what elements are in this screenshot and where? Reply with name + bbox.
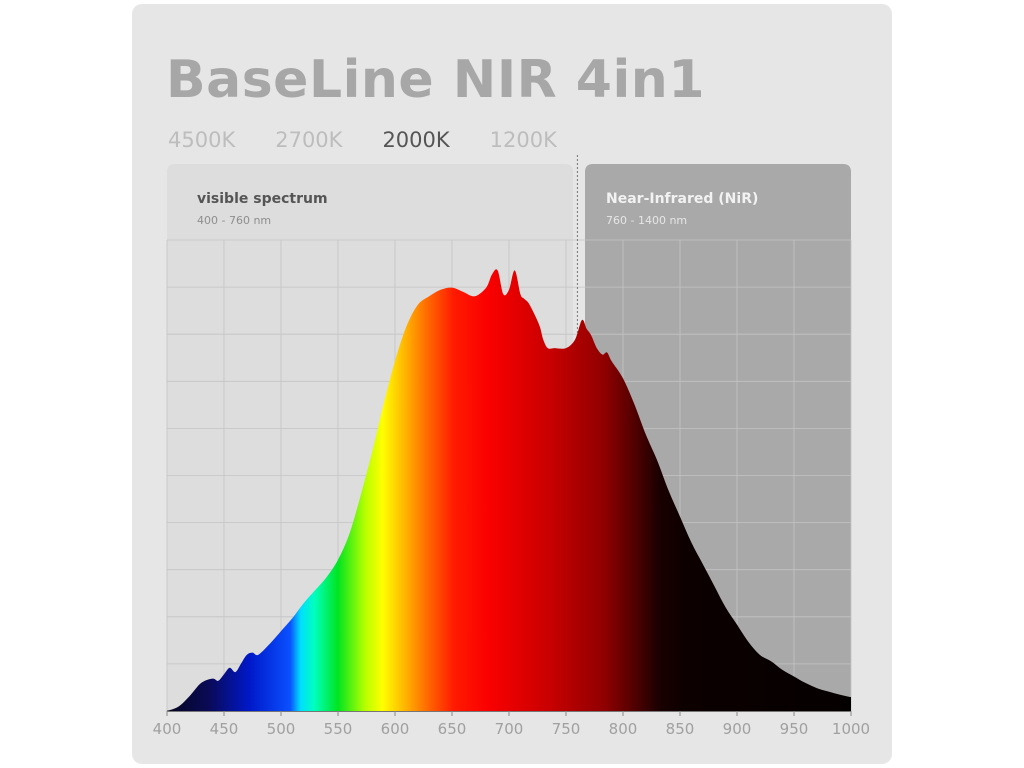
x-tick-label: 450	[210, 720, 239, 738]
temp-option-2700k[interactable]: 2700K	[275, 128, 343, 152]
visible-band-title: visible spectrum	[197, 191, 328, 207]
x-tick-label: 1000	[832, 720, 870, 738]
color-temperature-selector: 4500K 2700K 2000K 1200K	[168, 128, 597, 152]
x-tick-label: 400	[153, 720, 182, 738]
x-tick-label: 800	[609, 720, 638, 738]
product-title: BaseLine NIR 4in1	[166, 50, 706, 110]
x-tick-label: 550	[324, 720, 353, 738]
nir-band-range: 760 - 1400 nm	[606, 214, 687, 227]
nir-band-title: Near-Infrared (NiR)	[606, 191, 758, 207]
temp-option-2000k[interactable]: 2000K	[382, 128, 450, 152]
temp-option-1200k[interactable]: 1200K	[489, 128, 557, 152]
x-tick-label: 750	[552, 720, 581, 738]
x-tick-label: 600	[381, 720, 410, 738]
x-tick-label: 650	[438, 720, 467, 738]
x-tick-label: 950	[780, 720, 809, 738]
spectrum-area	[167, 269, 851, 711]
x-tick-label: 850	[666, 720, 695, 738]
x-tick-label: 900	[723, 720, 752, 738]
x-tick-label: 500	[267, 720, 296, 738]
visible-band-range: 400 - 760 nm	[197, 214, 271, 227]
temp-option-4500k[interactable]: 4500K	[168, 128, 236, 152]
x-tick-label: 700	[495, 720, 524, 738]
